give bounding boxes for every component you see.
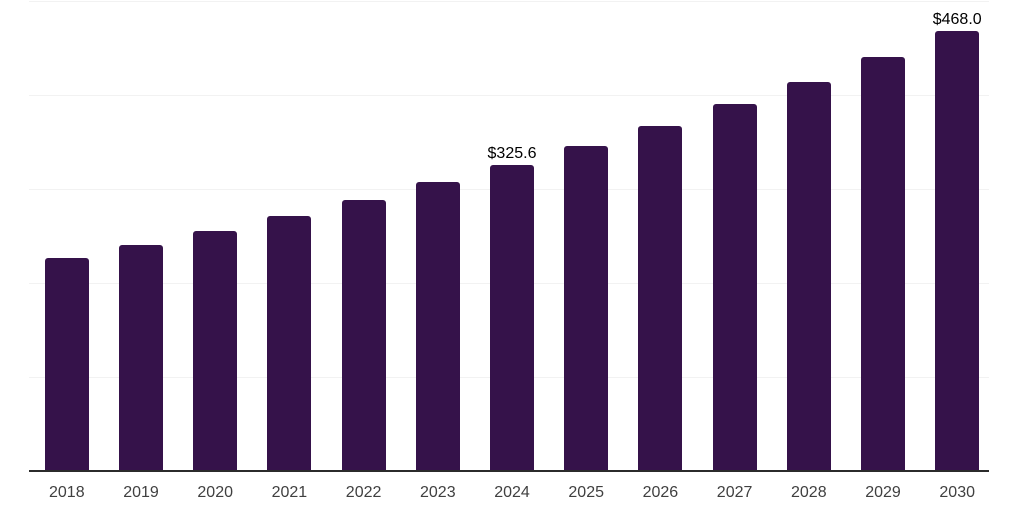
gridline [29,1,989,2]
x-tick-label: 2027 [716,484,753,501]
bar [935,31,980,470]
bar-value-label: $325.6 [487,144,537,162]
bar [861,56,905,470]
x-tick-label: 2019 [123,484,159,501]
x-tick-label: 2023 [420,484,456,501]
bar [341,199,386,470]
x-tick-label: 2020 [197,484,233,501]
bar [490,164,534,470]
x-tick-label: 2026 [642,484,679,501]
bar [193,231,238,470]
bar [564,145,609,470]
x-tick-label: 2022 [345,484,382,501]
x-tick-label: 2018 [49,484,85,501]
bar [119,245,163,470]
bar [786,81,831,470]
gridline [29,95,989,96]
x-tick-label: 2028 [791,484,827,501]
bar [44,258,89,470]
bar-value-label: $468.0 [932,11,982,29]
bar [638,126,683,470]
bar [712,103,757,470]
x-tick-label: 2025 [568,484,604,501]
x-tick-label: 2024 [494,484,530,501]
x-tick-label: 2030 [939,484,975,501]
x-axis-line [29,470,989,472]
bar [267,216,312,470]
x-tick-label: 2029 [865,484,901,501]
bar [415,182,460,470]
x-tick-label: 2021 [271,484,308,501]
